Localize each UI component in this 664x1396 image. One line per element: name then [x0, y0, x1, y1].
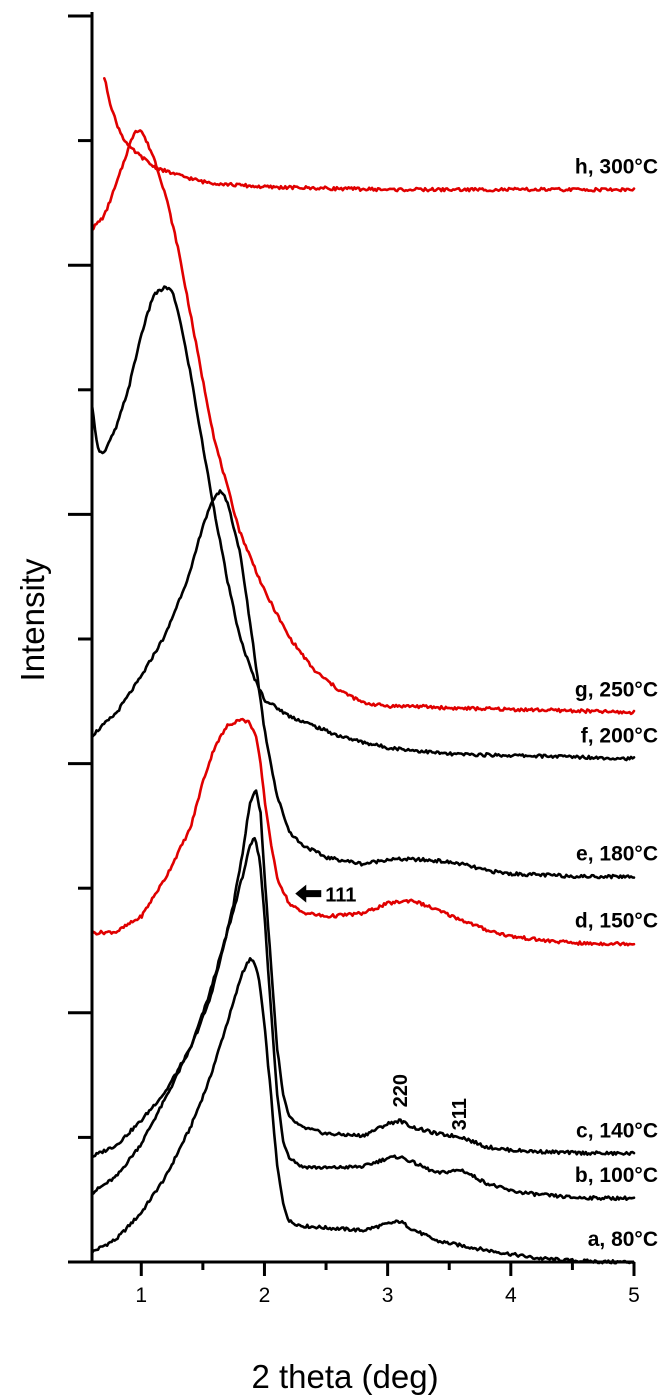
curves-group: [90, 77, 636, 1265]
series-label: e, 180°C: [576, 842, 658, 865]
series-label: h, 300°C: [575, 156, 658, 179]
peak-label: 311: [449, 1098, 471, 1130]
series-line: [90, 129, 636, 716]
series-line: [90, 957, 636, 1265]
series-line: [90, 836, 636, 1202]
series-label: b, 100°C: [575, 1164, 658, 1187]
series-line: [90, 717, 636, 947]
series-label: c, 140°C: [576, 1119, 658, 1142]
x-axis-title: 2 theta (deg): [251, 1358, 438, 1395]
x-tick-label: 5: [628, 1284, 640, 1307]
series-line: [90, 789, 636, 1159]
series-label: f, 200°C: [581, 725, 658, 748]
series-label: d, 150°C: [575, 910, 658, 933]
series-line: [90, 285, 636, 762]
y-axis-title: Intensity: [14, 558, 51, 681]
series-line: [90, 489, 636, 880]
peak-label: 111: [325, 885, 356, 907]
x-tick-label: 4: [505, 1284, 517, 1307]
series-line: [103, 77, 636, 193]
series-label: a, 80°C: [588, 1228, 658, 1251]
arrow-icon: [295, 884, 322, 903]
labels-group: a, 80°C b, 100°C c, 140°C d, 150°C e, 180°C f…: [295, 156, 658, 1251]
series-label: g, 250°C: [575, 679, 658, 702]
x-tick-label: 3: [382, 1284, 394, 1307]
axes-group: 1 2 3 4 5: [68, 12, 640, 1307]
x-tick-label: 2: [259, 1284, 271, 1307]
x-tick-label: 1: [135, 1284, 147, 1307]
peak-label: 220: [390, 1074, 412, 1107]
